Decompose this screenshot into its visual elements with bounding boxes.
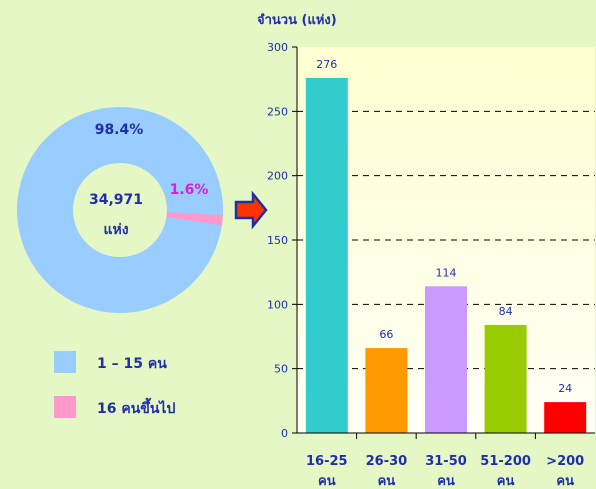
y-ticks: 0 50 100 150 200 250 300 [267,41,297,440]
legend-label-1-15: 1 – 15 คน [97,356,167,372]
y-axis-label: จำนวน (แห่ง) [257,12,337,28]
x-tick-label-3-0: 51-200 [480,454,531,469]
donut-ring [17,107,223,313]
right-arrow-icon [234,190,268,230]
y-tick-label-150: 150 [267,234,288,247]
x-tick-label-4-0: >200 [546,454,584,469]
bar-value-label-4: 24 [558,382,572,395]
legend-swatch-1-15 [54,351,76,373]
x-tick-label-1-0: 26-30 [366,454,408,469]
legend-label-16-plus: 16 คนขึ้นไป [97,401,176,417]
bar-0 [305,77,348,433]
y-tick-label-0: 0 [281,427,288,440]
x-tick-label-3-1: คน [497,474,515,489]
donut-center-unit: แห่ง [103,222,128,238]
bar-value-label-3: 84 [499,305,513,318]
x-tick-label-2-0: 31-50 [425,454,467,469]
bar-chart: จำนวน (แห่ง) 0 50 100 150 200 250 300 276 66 114… [257,12,595,489]
x-tick-labels: 16-25 คน 26-30 คน 31-50 คน 51-200 คน >200 คน [306,433,584,489]
bar-value-label-0: 276 [316,58,337,71]
donut-center-value: 34,971 [89,192,143,208]
y-tick-label-250: 250 [267,105,288,118]
bar-value-label-2: 114 [436,266,457,279]
y-tick-label-300: 300 [267,41,288,54]
y-tick-label-200: 200 [267,170,288,183]
donut-minor-label: 1.6% [170,182,209,198]
x-tick-label-4-1: คน [556,474,574,489]
bar-2 [425,286,467,433]
bar-1 [365,348,408,433]
donut-slice-minor [166,212,223,226]
legend-swatch-16-plus [54,396,76,418]
bar-4 [544,402,587,433]
y-tick-label-50: 50 [274,363,288,376]
x-tick-label-1-1: คน [378,474,396,489]
x-tick-label-0-1: คน [318,474,336,489]
arrow-shape [234,190,268,230]
donut-chart: 98.4% 34,971 แห่ง 1.6% [17,107,223,313]
bar-3 [484,324,527,433]
bars: 276 66 114 84 24 [305,58,587,433]
donut-major-label: 98.4% [95,122,144,138]
x-tick-label-2-1: คน [437,474,455,489]
bar-value-label-1: 66 [379,328,393,341]
y-tick-label-100: 100 [267,298,288,311]
x-tick-label-0-0: 16-25 [306,454,348,469]
